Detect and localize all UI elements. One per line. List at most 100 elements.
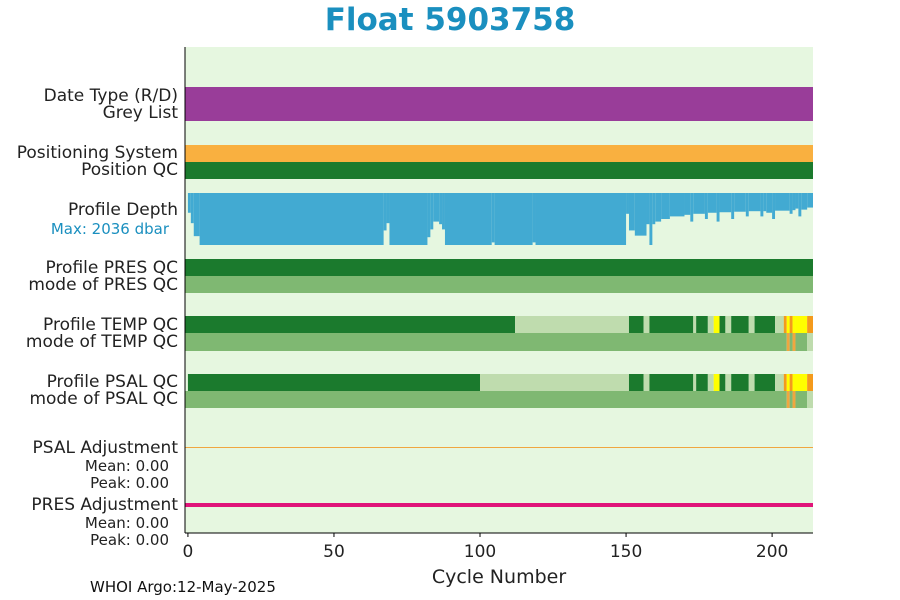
profile-temp-qc-segment bbox=[725, 316, 732, 333]
profile-temp-qc-segment bbox=[719, 316, 726, 333]
depth-bar bbox=[433, 193, 440, 222]
positioning-system-segment bbox=[185, 145, 813, 162]
depth-bar bbox=[535, 193, 627, 245]
label-psal-adjustment: PSAL Adjustment bbox=[32, 438, 178, 458]
depth-bar bbox=[442, 193, 445, 230]
profile-temp-qc-segment bbox=[795, 316, 808, 333]
mode-temp-qc-segment bbox=[792, 333, 796, 351]
depth-bar bbox=[704, 193, 708, 219]
profile-temp-qc-segment bbox=[748, 316, 755, 333]
profile-temp-qc-segment bbox=[783, 316, 787, 333]
pres-adjustment-segment bbox=[185, 503, 813, 507]
label-profile-temp-qc: Profile TEMP QC bbox=[43, 315, 178, 335]
profile-temp-qc-segment bbox=[707, 316, 714, 333]
depth-bar bbox=[491, 193, 495, 243]
depth-bar bbox=[731, 193, 735, 219]
profile-psal-qc-segment bbox=[725, 374, 732, 391]
depth-bar bbox=[193, 193, 200, 237]
mode-pres-qc-segment bbox=[185, 276, 813, 293]
label-pres-mean: Mean: 0.00 bbox=[84, 514, 169, 532]
x-tick-label: 100 bbox=[464, 542, 496, 562]
label-mode-temp-qc: mode of TEMP QC bbox=[25, 332, 178, 352]
profile-psal-qc-segment bbox=[783, 374, 787, 391]
label-max-depth: Max: 2036 dbar bbox=[50, 220, 169, 238]
label-grey-list: Grey List bbox=[102, 103, 178, 123]
depth-bar bbox=[389, 193, 428, 245]
label-pres-peak: Peak: 0.00 bbox=[90, 531, 169, 549]
profile-temp-qc-segment bbox=[185, 316, 516, 333]
depth-bar bbox=[386, 193, 390, 224]
x-tick-label: 200 bbox=[756, 542, 788, 562]
depth-bar bbox=[772, 193, 776, 219]
depth-bar bbox=[646, 193, 650, 225]
profile-psal-qc-segment bbox=[719, 374, 726, 391]
label-mode-psal-qc: mode of PSAL QC bbox=[29, 389, 178, 409]
psal-adjustment-segment bbox=[185, 447, 813, 448]
profile-psal-qc-segment bbox=[789, 374, 793, 391]
mode-temp-qc-segment bbox=[807, 333, 813, 351]
profile-pres-qc-segment bbox=[185, 259, 813, 276]
depth-bar bbox=[734, 193, 746, 212]
profile-psal-qc-segment bbox=[480, 374, 629, 391]
profile-temp-qc-segment bbox=[643, 316, 650, 333]
depth-bar bbox=[199, 193, 384, 245]
profile-psal-qc-segment bbox=[786, 374, 790, 391]
grey-list-segment bbox=[185, 87, 813, 121]
mode-temp-qc-segment bbox=[795, 333, 808, 351]
mode-temp-qc-segment bbox=[185, 333, 787, 351]
depth-bar bbox=[649, 193, 653, 245]
label-mode-pres-qc: mode of PRES QC bbox=[28, 275, 178, 295]
depth-bar bbox=[760, 193, 764, 217]
profile-psal-qc-segment bbox=[187, 374, 481, 391]
profile-psal-qc-segment bbox=[731, 374, 749, 391]
depth-bar bbox=[684, 193, 691, 215]
mode-psal-qc-segment bbox=[792, 391, 796, 408]
profile-temp-qc-segment bbox=[649, 316, 694, 333]
label-psal-peak: Peak: 0.00 bbox=[90, 474, 169, 492]
profile-psal-qc-segment bbox=[693, 374, 697, 391]
footer-credit: WHOI Argo:12-May-2025 bbox=[90, 578, 276, 596]
mode-temp-qc-segment bbox=[786, 333, 790, 351]
label-profile-pres-qc: Profile PRES QC bbox=[45, 258, 178, 278]
depth-bar bbox=[655, 193, 662, 222]
depth-bar bbox=[795, 193, 799, 209]
x-tick-label: 50 bbox=[323, 542, 345, 562]
depth-bar bbox=[190, 193, 194, 224]
depth-bar bbox=[430, 193, 434, 230]
label-position-qc: Position QC bbox=[81, 160, 178, 180]
depth-bar bbox=[763, 193, 767, 212]
depth-bar bbox=[801, 193, 808, 210]
profile-temp-qc-segment bbox=[628, 316, 644, 333]
mode-temp-qc-segment bbox=[789, 333, 793, 351]
label-date-type: Date Type (R/D) bbox=[43, 86, 178, 106]
profile-psal-qc-segment bbox=[792, 374, 808, 391]
profile-psal-qc-segment bbox=[713, 374, 720, 391]
x-tick-label: 150 bbox=[610, 542, 642, 562]
profile-temp-qc-segment bbox=[807, 316, 813, 333]
profile-temp-qc-segment bbox=[713, 316, 720, 333]
depth-bar bbox=[532, 193, 536, 243]
depth-bar bbox=[652, 193, 656, 225]
depth-bar bbox=[626, 193, 629, 214]
mode-psal-qc-segment bbox=[185, 391, 787, 408]
profile-temp-qc-segment bbox=[696, 316, 708, 333]
profile-temp-qc-segment bbox=[731, 316, 749, 333]
depth-bar bbox=[494, 193, 533, 245]
profile-psal-qc-segment bbox=[707, 374, 714, 391]
profile-psal-qc-segment bbox=[649, 374, 694, 391]
x-tick-label: 0 bbox=[183, 542, 194, 562]
profile-temp-qc-segment bbox=[789, 316, 793, 333]
profile-temp-qc-segment bbox=[775, 316, 784, 333]
x-axis-label: Cycle Number bbox=[431, 566, 567, 588]
depth-bar bbox=[775, 193, 790, 211]
depth-bar bbox=[693, 193, 705, 214]
profile-psal-qc-segment bbox=[696, 374, 708, 391]
profile-psal-qc-segment bbox=[775, 374, 784, 391]
mode-psal-qc-segment bbox=[795, 391, 808, 408]
profile-psal-qc-segment bbox=[748, 374, 755, 391]
label-profile-psal-qc: Profile PSAL QC bbox=[46, 372, 178, 392]
label-positioning-system: Positioning System bbox=[16, 143, 178, 163]
depth-bar bbox=[807, 193, 813, 208]
depth-bar bbox=[748, 193, 761, 212]
label-profile-depth: Profile Depth bbox=[67, 200, 178, 220]
